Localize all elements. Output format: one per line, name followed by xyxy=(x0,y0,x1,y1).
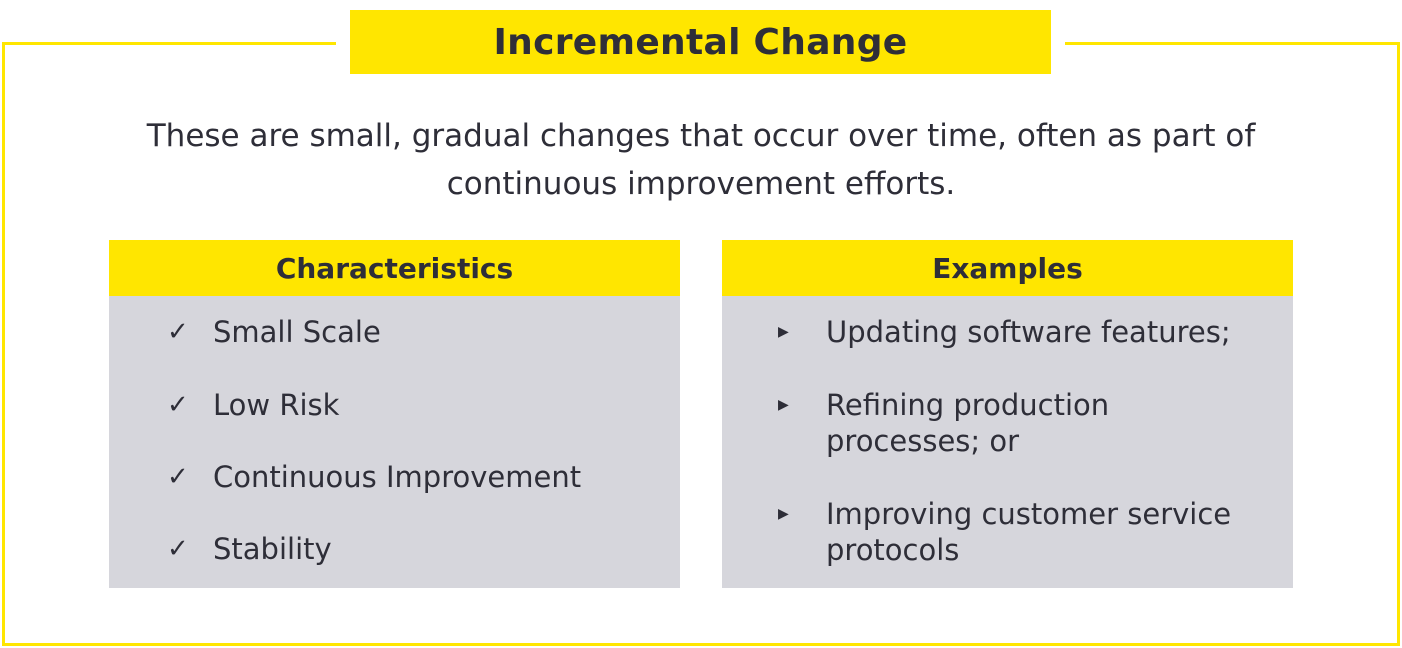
example-label: Updating software features; xyxy=(826,315,1231,349)
frame-gap-right xyxy=(1051,36,1065,50)
characteristic-label: Low Risk xyxy=(213,388,340,422)
example-label: Improving customer service protocols xyxy=(826,497,1232,567)
page-title: Incremental Change xyxy=(350,10,1051,74)
characteristic-item: ✓ Low Risk xyxy=(167,387,339,423)
description-text: These are small, gradual changes that oc… xyxy=(146,118,1256,202)
characteristic-label: Continuous Improvement xyxy=(213,460,582,494)
examples-header: Examples xyxy=(722,240,1293,296)
characteristics-panel: Characteristics ✓ Small Scale ✓ Low Risk… xyxy=(109,240,680,588)
check-icon: ✓ xyxy=(167,317,189,347)
example-item: ▶ Improving customer service protocols xyxy=(778,496,1266,568)
characteristic-label: Stability xyxy=(213,532,332,566)
check-icon: ✓ xyxy=(167,390,189,420)
triangle-right-icon: ▶ xyxy=(778,397,789,413)
frame-gap-left xyxy=(336,36,350,50)
characteristics-header: Characteristics xyxy=(109,240,680,296)
example-item: ▶ Updating software features; xyxy=(778,314,1266,350)
check-icon: ✓ xyxy=(167,534,189,564)
example-label: Refining production processes; or xyxy=(826,388,1110,458)
example-item: ▶ Refining production processes; or xyxy=(778,387,1156,459)
check-icon: ✓ xyxy=(167,462,189,492)
triangle-right-icon: ▶ xyxy=(778,506,789,522)
characteristic-label: Small Scale xyxy=(213,315,381,349)
characteristic-item: ✓ Small Scale xyxy=(167,314,381,350)
examples-panel: Examples ▶ Updating software features; ▶… xyxy=(722,240,1293,588)
characteristic-item: ✓ Continuous Improvement xyxy=(167,459,581,495)
triangle-right-icon: ▶ xyxy=(778,324,789,340)
characteristic-item: ✓ Stability xyxy=(167,531,332,567)
